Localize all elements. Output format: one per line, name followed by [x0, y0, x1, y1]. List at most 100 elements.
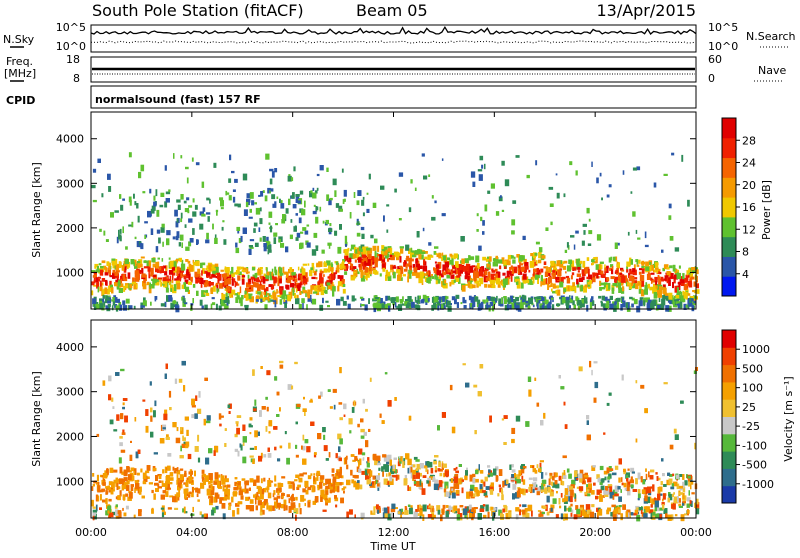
data-cell	[119, 442, 123, 446]
data-cell	[426, 271, 429, 274]
data-cell	[265, 195, 268, 201]
data-cell	[615, 508, 618, 514]
data-cell	[470, 279, 474, 281]
data-cell	[659, 478, 661, 481]
data-cell	[252, 278, 254, 283]
data-cell	[457, 508, 460, 513]
data-cell	[632, 268, 635, 272]
data-cell	[108, 186, 111, 192]
data-cell	[478, 169, 482, 171]
data-cell	[480, 509, 485, 513]
data-cell	[360, 418, 364, 422]
data-cell	[658, 280, 661, 285]
data-cell	[384, 251, 387, 255]
data-cell	[212, 302, 215, 305]
data-cell	[149, 189, 151, 194]
data-cell	[637, 262, 639, 265]
data-cell	[312, 193, 316, 199]
data-cell	[640, 298, 643, 300]
data-cell	[423, 475, 427, 478]
data-cell	[468, 282, 471, 288]
data-cell	[541, 472, 543, 479]
data-cell	[650, 470, 654, 473]
data-cell	[125, 266, 127, 270]
data-cell	[600, 262, 604, 264]
data-cell	[579, 366, 583, 371]
data-cell	[172, 280, 174, 283]
beam-label: Beam 05	[356, 1, 428, 20]
data-cell	[523, 479, 525, 484]
data-cell	[538, 514, 541, 517]
data-cell	[406, 264, 408, 268]
data-cell	[208, 448, 212, 453]
data-cell	[502, 509, 505, 513]
data-cell	[162, 469, 164, 473]
data-cell	[341, 262, 344, 268]
data-cell	[452, 427, 455, 433]
data-cell	[587, 493, 590, 496]
data-cell	[398, 304, 402, 311]
data-cell	[431, 468, 433, 473]
data-cell	[386, 462, 389, 465]
data-cell	[395, 507, 398, 509]
data-cell	[278, 483, 282, 488]
data-cell	[633, 168, 637, 171]
data-cell	[590, 512, 594, 518]
data-cell	[360, 263, 362, 270]
data-cell	[299, 291, 301, 295]
data-cell	[571, 513, 573, 517]
data-cell	[428, 174, 430, 177]
data-cell	[394, 397, 397, 401]
data-cell	[319, 273, 322, 280]
data-cell	[542, 480, 546, 484]
data-cell	[284, 303, 287, 308]
data-cell	[97, 475, 99, 482]
data-cell	[621, 477, 623, 482]
data-cell	[168, 484, 170, 488]
data-cell	[216, 210, 218, 212]
data-cell	[627, 282, 631, 285]
data-cell	[579, 473, 583, 478]
data-cell	[562, 481, 564, 485]
data-cell	[255, 243, 259, 247]
data-cell	[667, 278, 669, 284]
data-cell	[269, 223, 271, 225]
data-cell	[231, 290, 235, 295]
data-cell	[357, 480, 360, 483]
data-cell	[138, 450, 141, 454]
data-cell	[403, 262, 405, 267]
data-cell	[661, 458, 664, 461]
power-colorbar-label: Power [dB]	[760, 180, 773, 240]
data-cell	[323, 221, 325, 224]
data-cell	[523, 236, 526, 240]
data-cell	[290, 235, 293, 240]
data-cell	[169, 482, 172, 484]
data-cell	[210, 287, 213, 294]
data-cell	[246, 505, 250, 510]
data-cell	[154, 452, 158, 454]
data-cell	[615, 270, 618, 273]
data-cell	[277, 197, 279, 200]
data-cell	[162, 258, 164, 262]
data-cell	[317, 281, 320, 285]
data-cell	[657, 476, 659, 481]
data-cell	[473, 385, 477, 388]
data-cell	[329, 223, 331, 226]
data-cell	[483, 482, 485, 487]
data-cell	[501, 297, 503, 304]
data-cell	[330, 490, 332, 494]
data-cell	[373, 203, 377, 208]
data-cell	[103, 380, 106, 385]
data-cell	[428, 277, 431, 284]
data-cell	[361, 234, 364, 239]
data-cell	[113, 429, 117, 431]
data-cell	[291, 177, 293, 181]
data-cell	[388, 248, 391, 252]
data-cell	[452, 296, 456, 300]
data-cell	[188, 495, 191, 498]
data-cell	[474, 297, 478, 302]
data-cell	[126, 299, 130, 304]
data-cell	[277, 503, 281, 508]
data-cell	[687, 200, 690, 207]
data-cell	[166, 238, 169, 245]
